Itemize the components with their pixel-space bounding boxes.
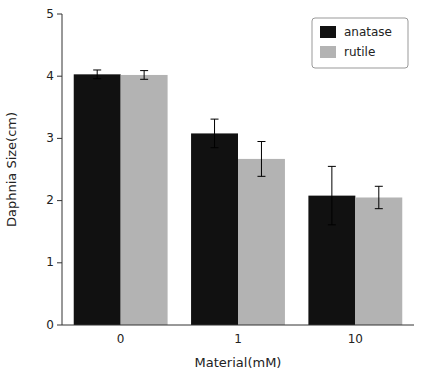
error-cap [211, 147, 219, 148]
x-axis-line [62, 325, 414, 326]
y-tick [57, 325, 62, 326]
error-cap [93, 69, 101, 70]
error-cap [328, 166, 336, 167]
y-tick-label: 1 [46, 255, 54, 269]
y-tick [57, 200, 62, 201]
error-line [214, 119, 215, 148]
legend-swatch [320, 46, 336, 58]
bars [74, 70, 403, 325]
x-axis-label: Material(mM) [195, 355, 282, 370]
x-tick-label: 0 [117, 332, 125, 346]
error-cap [211, 119, 219, 120]
error-line [144, 71, 145, 80]
error-bar [375, 186, 383, 208]
y-axis-label: Daphnia Size(cm) [4, 112, 19, 227]
y-tick-label: 3 [46, 131, 54, 145]
error-line [378, 186, 379, 208]
x-tick-label: 1 [234, 332, 242, 346]
error-bar [328, 166, 336, 224]
y-tick-label: 4 [46, 69, 54, 83]
bar [238, 159, 285, 325]
legend: anatase rutile [312, 18, 408, 68]
bar [74, 74, 121, 325]
error-bar [140, 71, 148, 80]
bar [121, 75, 168, 325]
legend-swatch [320, 26, 336, 38]
x-tick-label: 10 [348, 332, 363, 346]
y-tick-label: 2 [46, 193, 54, 207]
error-cap [375, 186, 383, 187]
bar [355, 197, 402, 325]
legend-label: anatase [344, 25, 392, 39]
y-tick [57, 14, 62, 15]
error-line [331, 166, 332, 224]
error-cap [375, 208, 383, 209]
error-line [261, 142, 262, 177]
error-bar [211, 119, 219, 148]
legend-label: rutile [344, 45, 375, 59]
chart: 0 1 2 3 4 5 0 1 10 Material(mM) Daphnia Size(cm) an… [0, 0, 426, 377]
error-cap [140, 70, 148, 71]
error-cap [328, 224, 336, 225]
y-tick [57, 138, 62, 139]
y-tick [57, 262, 62, 263]
error-cap [140, 79, 148, 80]
error-bar [257, 142, 265, 177]
error-cap [257, 176, 265, 177]
error-cap [93, 78, 101, 79]
error-cap [257, 141, 265, 142]
y-tick-label: 0 [46, 318, 54, 332]
y-tick [57, 76, 62, 77]
error-line [97, 70, 98, 79]
error-bar [93, 70, 101, 79]
legend-box [312, 18, 408, 68]
y-tick-label: 5 [46, 7, 54, 21]
y-axis-line [62, 14, 63, 325]
bar [191, 133, 238, 325]
